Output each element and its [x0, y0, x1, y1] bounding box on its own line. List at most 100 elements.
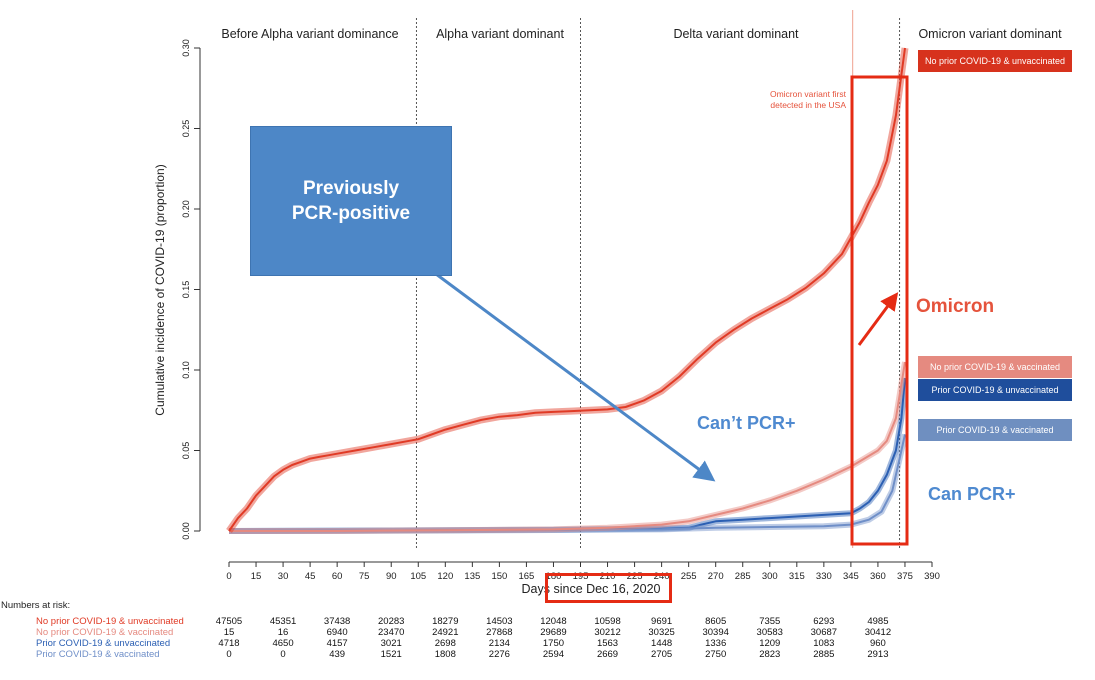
y-tick-label: 0.05 — [181, 442, 191, 460]
risk-cell: 1808 — [434, 649, 456, 660]
x-axis-label-highlight-box — [545, 573, 672, 603]
risk-cell: 45351 — [269, 616, 297, 627]
x-tick-label: 345 — [843, 571, 859, 582]
risk-cell: 27868 — [486, 627, 513, 638]
risk-cell: 20283 — [378, 616, 405, 627]
risk-cell: 29689 — [540, 627, 567, 638]
risk-cell: 2134 — [488, 638, 510, 649]
risk-cell: 4985 — [867, 616, 889, 627]
callout-line-2: PCR-positive — [291, 203, 411, 224]
period-label: Before Alpha variant dominance — [221, 27, 398, 41]
risk-cell: 16 — [277, 627, 289, 638]
legend-prior-vaccinated: Prior COVID-19 & vaccinated — [918, 419, 1072, 441]
risk-cell: 2276 — [488, 649, 510, 660]
x-tick-label: 0 — [226, 571, 231, 582]
callout-pointer-arrow — [435, 272, 716, 482]
period-label: Omicron variant dominant — [918, 27, 1062, 41]
risk-cell: 30583 — [756, 627, 783, 638]
risk-cell: 37438 — [323, 616, 351, 627]
series-line — [229, 361, 906, 532]
risk-cell: 2594 — [542, 649, 565, 660]
x-tick-label: 90 — [386, 571, 397, 582]
risk-cell: 2705 — [651, 649, 673, 660]
period-labels: Before Alpha variant dominance Alpha vari… — [221, 27, 1062, 41]
risk-cell: 23470 — [378, 627, 405, 638]
risk-cell: 47505 — [215, 616, 243, 627]
risk-cell: 30412 — [864, 627, 892, 638]
legend-label: No prior COVID-19 & vaccinated — [929, 362, 1061, 372]
risk-cell: 960 — [869, 638, 886, 649]
legend-label: No prior COVID-19 & unvaccinated — [924, 56, 1066, 66]
x-tick-label: 45 — [305, 571, 316, 582]
first-detected-note-line1: Omicron variant first — [770, 89, 847, 99]
period-label: Alpha variant dominant — [436, 27, 564, 41]
first-detected-note-line2: detected in the USA — [770, 100, 846, 110]
x-tick-label: 195 — [573, 571, 589, 582]
risk-cell: 4650 — [272, 638, 294, 649]
risk-cell: 4157 — [326, 638, 348, 649]
series-line — [228, 47, 906, 532]
x-tick-label: 225 — [627, 571, 643, 582]
risk-cell: 0 — [280, 649, 286, 660]
x-tick-label: 75 — [359, 571, 370, 582]
risk-cell: 439 — [329, 649, 346, 660]
risk-cell: 3021 — [380, 638, 402, 649]
series-layer — [226, 47, 909, 534]
numbers-at-risk-table: Numbers at risk: No prior COVID-19 & unv… — [0, 600, 1095, 680]
risk-cell: 15 — [223, 627, 235, 638]
x-tick-label: 180 — [546, 571, 562, 582]
risk-row: Prior COVID-19 & unvaccinated 4718 4650 41… — [0, 638, 1095, 649]
risk-cell: 4718 — [218, 638, 240, 649]
risk-cell: 0 — [226, 649, 232, 660]
risk-row-label: Prior COVID-19 & vaccinated — [36, 649, 160, 660]
y-tick-label: 0.10 — [181, 361, 191, 379]
risk-cell: 2750 — [705, 649, 727, 660]
risk-row: No prior COVID-19 & unvaccinated 47505 45… — [0, 616, 1095, 627]
risk-cell: 6940 — [326, 627, 348, 638]
omicron-annotation: Omicron — [916, 296, 995, 317]
risk-cell: 2698 — [434, 638, 456, 649]
risk-cell: 9691 — [651, 616, 673, 627]
risk-cell: 6293 — [813, 616, 835, 627]
risk-cell: 1750 — [542, 638, 565, 649]
risk-cell: 2823 — [759, 649, 781, 660]
risk-row: No prior COVID-19 & vaccinated 15 16 6940 2… — [0, 627, 1095, 638]
y-tick-label: 0.15 — [181, 281, 191, 299]
x-tick-label: 210 — [600, 571, 616, 582]
x-tick-label: 135 — [464, 571, 480, 582]
risk-cell: 30212 — [594, 627, 621, 638]
risk-row-label: No prior COVID-19 & vaccinated — [36, 627, 174, 638]
x-tick-label: 165 — [518, 571, 534, 582]
x-tick-label: 255 — [681, 571, 697, 582]
x-tick-label: 150 — [491, 571, 507, 582]
chart-axes: 0 15 30 45 60 75 90 105 120 135 150 165 180 195 210 225… — [181, 39, 940, 582]
risk-cell: 30394 — [702, 627, 729, 638]
risk-cell: 1521 — [380, 649, 402, 660]
x-tick-label: 330 — [816, 571, 832, 582]
risk-row-label: No prior COVID-19 & unvaccinated — [36, 616, 184, 627]
legend-no-prior-vaccinated: No prior COVID-19 & vaccinated — [918, 356, 1072, 378]
risk-cell: 24921 — [432, 627, 459, 638]
x-tick-label: 60 — [332, 571, 343, 582]
x-tick-label: 300 — [762, 571, 778, 582]
cant-pcr-annotation: Can’t PCR+ — [697, 413, 796, 433]
risk-cell: 18279 — [432, 616, 459, 627]
y-tick-label: 0.30 — [181, 39, 191, 57]
previously-pcr-positive-callout: Previously PCR-positive — [250, 126, 452, 276]
risk-table-title: Numbers at risk: — [1, 600, 71, 611]
x-axis-label: Days since Dec 16, 2020 — [522, 582, 661, 596]
legend-label: Prior COVID-19 & vaccinated — [936, 425, 1054, 435]
risk-row: Prior COVID-19 & vaccinated 0 0 439 1521 180… — [0, 649, 1095, 660]
series-band — [229, 361, 908, 534]
can-pcr-annotation: Can PCR+ — [928, 484, 1016, 504]
risk-cell: 2913 — [867, 649, 889, 660]
callout-line-1: Previously — [302, 178, 400, 199]
risk-cell: 2885 — [813, 649, 835, 660]
risk-cell: 1563 — [596, 638, 619, 649]
risk-row-label: Prior COVID-19 & unvaccinated — [36, 638, 171, 649]
risk-cell: 7355 — [759, 616, 781, 627]
y-tick-label: 0.20 — [181, 200, 191, 218]
legend-label: Prior COVID-19 & unvaccinated — [931, 385, 1059, 395]
x-tick-label: 375 — [897, 571, 913, 582]
risk-cell: 2669 — [596, 649, 619, 660]
